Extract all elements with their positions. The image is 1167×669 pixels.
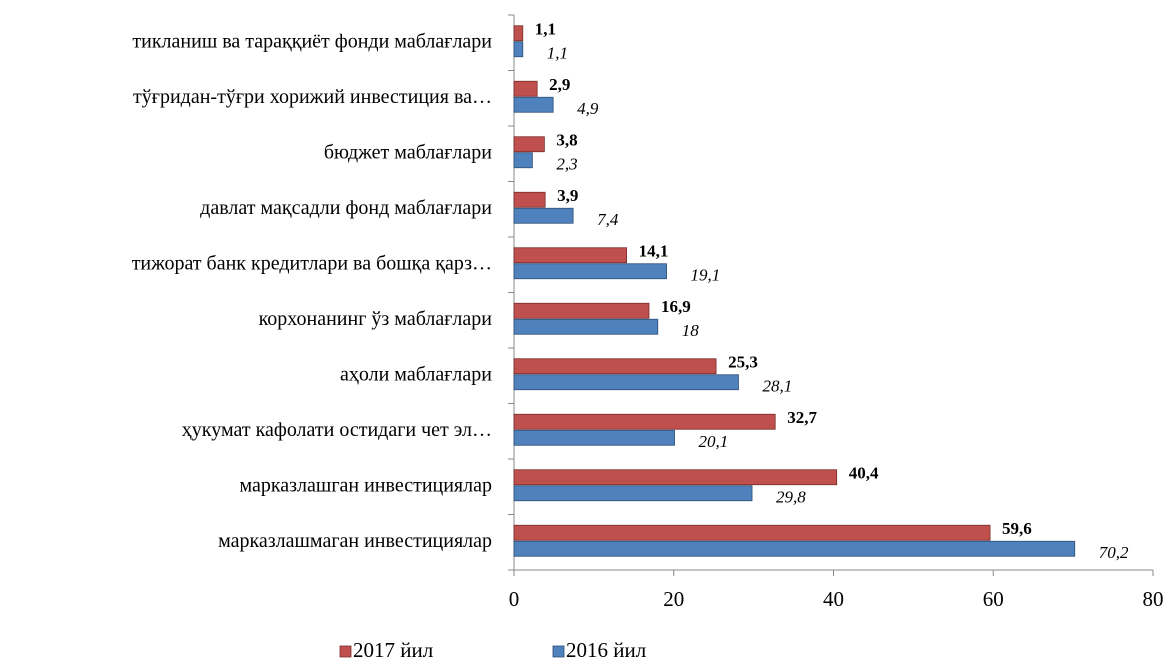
category-label: тижорат банк кредитлари ва бошқа қарз… [132,252,492,274]
value-label: 14,1 [639,242,669,261]
bar [513,318,659,335]
value-label: 3,8 [556,131,577,150]
value-label: 1,1 [547,44,568,63]
value-label: 19,1 [691,266,721,285]
bar [513,152,533,169]
value-label: 3,9 [557,186,578,205]
category-label: ҳукумат кафолати остидаги чет эл… [182,419,492,441]
value-label: 7,4 [597,210,619,229]
legend-swatch [339,645,352,658]
bar [513,429,675,446]
bar [513,540,1076,557]
category-label: бюджет маблағлари [324,141,492,163]
value-label: 40,4 [849,464,879,483]
x-tick-label: 60 [983,587,1004,611]
x-tick-label: 20 [663,587,684,611]
bar [513,413,776,430]
bar [513,80,538,97]
bar [513,524,991,541]
bar [513,469,838,486]
category-label: тикланиш ва тараққиёт фонди маблағлари [132,30,492,52]
bar [513,485,753,502]
value-label: 29,8 [776,488,806,507]
value-label: 2,3 [556,155,577,174]
value-label: 1,1 [535,20,556,39]
value-label: 25,3 [728,353,758,372]
legend-label: 2017 йил [353,638,433,662]
bar [513,136,545,153]
value-label: 16,9 [661,297,691,316]
bar [513,358,717,375]
bar [513,263,667,280]
legend-label: 2016 йил [566,638,646,662]
x-tick-label: 40 [823,587,844,611]
value-label: 28,1 [762,377,792,396]
value-label: 32,7 [787,408,817,427]
bar [513,96,554,113]
value-label: 4,9 [577,99,599,118]
x-tick-label: 80 [1143,587,1164,611]
value-label: 2,9 [549,75,570,94]
x-tick-label: 0 [509,587,520,611]
bar [513,41,524,58]
legend-swatch [552,645,565,658]
bar [513,374,739,391]
category-label: марказлашмаган инвестициялар [218,530,492,552]
category-label: тўғридан-тўғри хорижий инвестиция ва… [133,86,492,108]
value-label: 70,2 [1099,543,1129,562]
category-label: марказлашган инвестициялар [239,474,492,496]
category-label: аҳоли маблағлари [340,363,492,385]
value-label: 18 [682,321,700,340]
bar [513,25,524,42]
bar [513,191,546,208]
category-label: давлат мақсадли фонд маблағлари [200,197,492,219]
value-label: 59,6 [1002,519,1032,538]
bar [513,207,574,224]
bar [513,247,628,264]
category-label: корхонанинг ўз маблағлари [259,308,493,330]
bar [513,302,650,319]
value-label: 20,1 [699,432,729,451]
